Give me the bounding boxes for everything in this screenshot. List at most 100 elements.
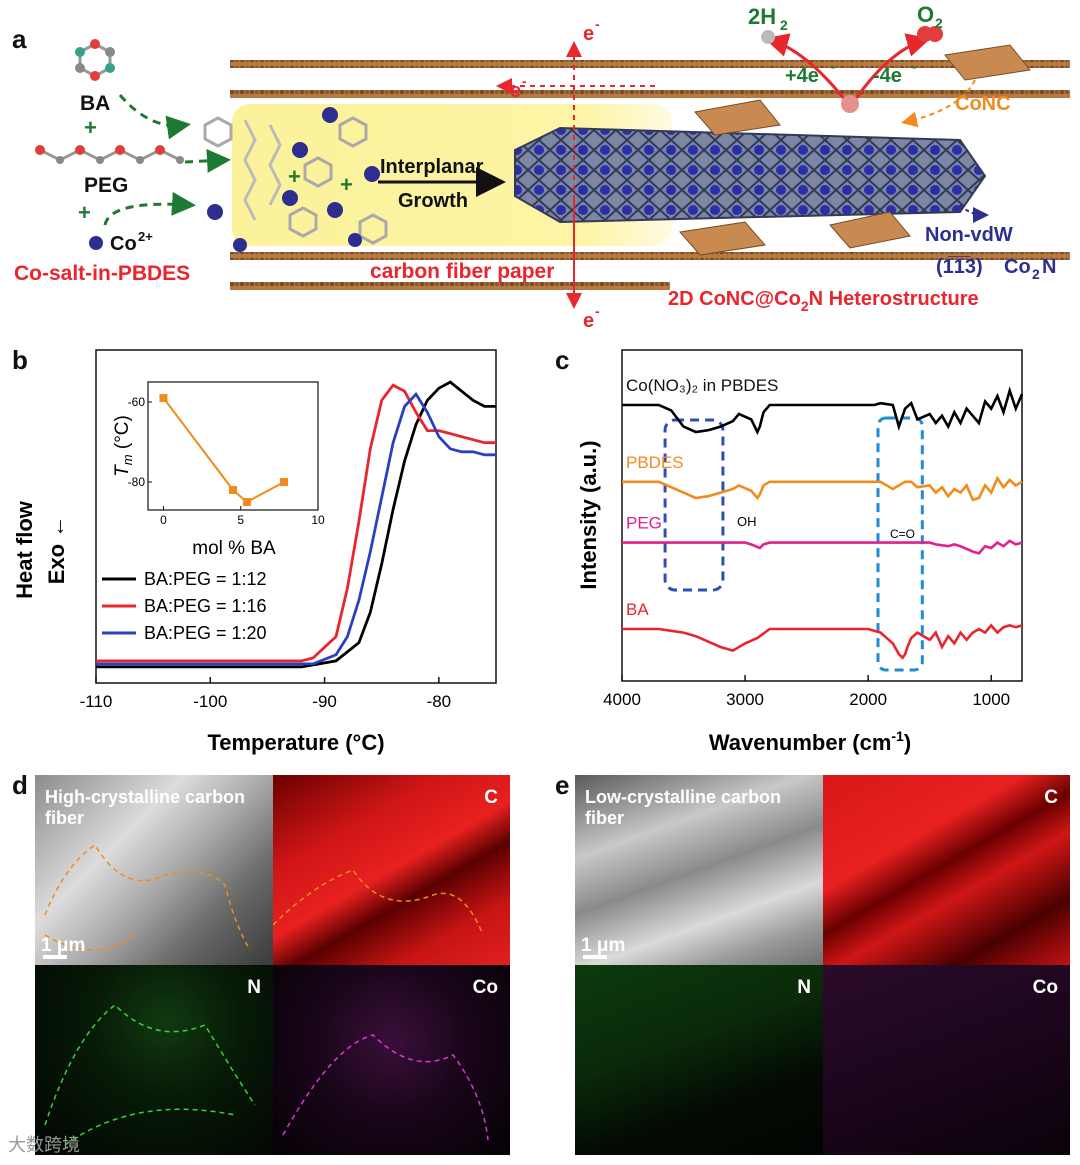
inset-x-tick-label: 0 xyxy=(160,513,167,527)
dsc-x-tick-label: -80 xyxy=(427,692,452,711)
minus4e-label: -4e xyxy=(873,65,902,87)
inset-point xyxy=(280,478,288,486)
inset-y-label: Tm (°C) xyxy=(112,415,135,477)
schematic-panel: BA + PEG + Co 2+ Co-salt-in-PBDES + + In… xyxy=(14,2,1070,332)
dsc-y-label-2: Exo ← xyxy=(44,516,69,584)
growth-label-2: Growth xyxy=(398,190,468,212)
ftir-series-label-4: BA xyxy=(626,600,649,619)
dsc-y-label-1: Heat flow xyxy=(12,500,37,599)
plus-3: + xyxy=(288,164,301,189)
dsc-x-tick-label: -90 xyxy=(312,692,337,711)
co-annotation: C=O xyxy=(890,527,915,541)
fiber-strand-bottom-1 xyxy=(230,252,1070,260)
panel-letter-b: b xyxy=(12,345,28,375)
co-map-e: Co xyxy=(823,965,1070,1155)
inset-y-tick-label: -60 xyxy=(128,395,146,409)
plus-1: + xyxy=(84,115,97,140)
micro-d-title: High-crystalline carbon fiber xyxy=(45,787,246,828)
ftir-x-tick-label: 2000 xyxy=(849,690,887,709)
dispersed-molecules xyxy=(203,107,388,252)
plus-2: + xyxy=(78,200,91,225)
ftir-series-label-2: PBDES xyxy=(626,453,684,472)
electron-label-1: e xyxy=(510,80,521,102)
dsc-x-ticks: -110 -100 -90 -80 xyxy=(80,677,452,711)
micro-e-c-label: C xyxy=(1044,787,1058,808)
peg-label: PEG xyxy=(84,174,128,197)
ftir-series-line-2 xyxy=(622,475,1023,502)
heterostructure-label: 2D CoNC@Co2N Heterostructure xyxy=(668,288,979,314)
panel-letter-c: c xyxy=(555,345,570,375)
ftir-x-ticks: 4000 3000 2000 1000 xyxy=(603,675,1010,709)
micro-e-n-label: N xyxy=(797,977,811,998)
h2-label: 2H xyxy=(748,4,776,29)
electron-label-2: e xyxy=(583,23,594,45)
svg-text:2: 2 xyxy=(780,17,788,33)
co-ion-label: Co xyxy=(110,233,137,255)
micro-d-n-label: N xyxy=(247,977,261,998)
panel-letter-a: a xyxy=(12,24,27,54)
svg-text:2: 2 xyxy=(935,15,943,31)
oh-annotation: OH xyxy=(737,514,757,529)
inset-plot: 0 5 10 -60 -80 xyxy=(128,394,325,527)
c-map-e: C xyxy=(823,775,1070,965)
co-ion-icon xyxy=(89,236,103,250)
carbon-paper-label: carbon fiber paper xyxy=(370,260,554,283)
dsc-x-label: Temperature (°C) xyxy=(207,730,384,755)
dsc-series-line-3 xyxy=(96,391,496,666)
conc-sheet-icon xyxy=(679,44,1031,256)
fiber-strand-top-2 xyxy=(230,90,1070,98)
dsc-series-line-1 xyxy=(96,380,496,669)
conc-label: CoNC xyxy=(955,93,1011,115)
dsc-series xyxy=(96,380,496,669)
n-map-d: N xyxy=(35,965,273,1155)
micro-d-co-label: Co xyxy=(472,977,498,998)
svg-text:-: - xyxy=(912,59,916,74)
n-map-e: N xyxy=(575,965,823,1155)
sem-image-d: High-crystalline carbon fiber 1 μm xyxy=(35,775,273,965)
ftir-series-label-3: PEG xyxy=(626,514,662,533)
inset-y-tick-label: -80 xyxy=(128,475,146,489)
ftir-highlight-boxes xyxy=(663,416,924,672)
inset-line xyxy=(162,397,285,504)
micro-e-co-label: Co xyxy=(1032,977,1058,998)
fiber-strand-bottom-2 xyxy=(230,282,670,290)
dsc-x-tick-label: -100 xyxy=(193,692,227,711)
growth-label-1: Interplanar xyxy=(380,156,484,178)
micro-d-scale: 1 μm xyxy=(41,935,86,956)
micrograph-grid-d: High-crystalline carbon fiber 1 μm C N C… xyxy=(35,775,510,1155)
inset-x-tick-label: 5 xyxy=(237,513,244,527)
micro-e-title: Low-crystalline carbon fiber xyxy=(585,787,782,828)
watermark: 大数跨境 xyxy=(8,1135,80,1155)
micro-e-scale: 1 μm xyxy=(581,935,626,956)
inset-point xyxy=(242,498,251,506)
inset-x-label: mol % BA xyxy=(192,538,276,559)
h2-molecule-icon xyxy=(761,30,775,44)
dsc-legend-label: BA:PEG = 1:12 xyxy=(144,569,267,589)
ftir-y-label: Intensity (a.u.) xyxy=(576,440,601,589)
ftir-series-line-3 xyxy=(622,539,1023,555)
svg-text:-: - xyxy=(595,16,600,32)
co-map-d: Co xyxy=(273,965,510,1155)
plus-4: + xyxy=(340,172,353,197)
co-region-box xyxy=(876,416,924,672)
micro-d-c-label: C xyxy=(484,787,498,808)
ftir-chart: 4000 3000 2000 1000 Co(NO₃)₂ in PBDES PBDES P… xyxy=(576,349,1024,755)
ftir-series: Co(NO₃)₂ in PBDES PBDES PEG BA xyxy=(622,376,1024,660)
o2-label: O xyxy=(917,2,934,27)
panel-letter-e: e xyxy=(555,770,570,800)
fiber-strand-top-1 xyxy=(230,60,1070,68)
inset-x-tick-label: 10 xyxy=(311,513,325,527)
ftir-x-tick-label: 4000 xyxy=(603,690,641,709)
plane-label: (1̅1̅3) xyxy=(936,256,983,278)
non-vdw-label: Non-vdW xyxy=(925,224,1013,246)
svg-text:-: - xyxy=(522,73,527,89)
c-map-d: C xyxy=(273,775,510,965)
ftir-x-label: Wavenumber (cm-1) xyxy=(709,728,911,755)
micrograph-grid-e: Low-crystalline carbon fiber 1 μm C N Co xyxy=(575,775,1070,1155)
peg-molecule-icon xyxy=(35,145,184,164)
sem-image-e: Low-crystalline carbon fiber 1 μm xyxy=(575,775,823,965)
panel-letter-d: d xyxy=(12,770,28,800)
dsc-legend-label: BA:PEG = 1:16 xyxy=(144,596,267,616)
ftir-x-tick-label: 1000 xyxy=(972,690,1010,709)
